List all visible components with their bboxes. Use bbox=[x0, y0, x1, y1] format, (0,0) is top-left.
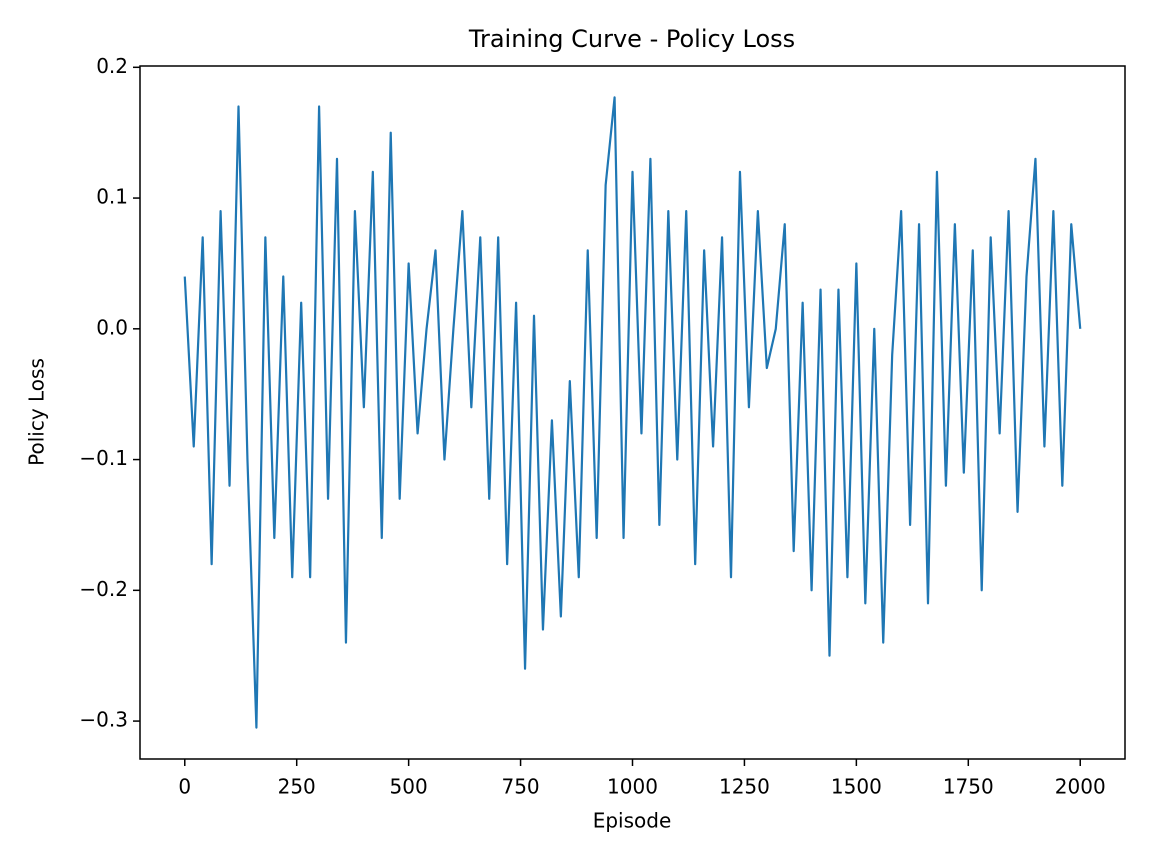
x-tick-label: 500 bbox=[390, 775, 428, 799]
y-tick-label: 0.0 bbox=[96, 315, 128, 339]
x-tick-label: 2000 bbox=[1055, 775, 1106, 799]
x-tick-label: 1500 bbox=[831, 775, 882, 799]
y-tick-label: 0.2 bbox=[96, 54, 128, 78]
x-axis-label: Episode bbox=[593, 809, 672, 833]
y-tick-label: −0.3 bbox=[79, 708, 128, 732]
data-line bbox=[183, 96, 1082, 729]
y-tick-label: 0.1 bbox=[96, 185, 128, 209]
x-tick-label: 1750 bbox=[943, 775, 994, 799]
x-tick-label: 250 bbox=[278, 775, 316, 799]
plot-frame bbox=[139, 65, 1126, 760]
chart-title: Training Curve - Policy Loss bbox=[468, 25, 795, 53]
x-tick-label: 750 bbox=[501, 775, 539, 799]
x-tick-label: 1000 bbox=[607, 775, 658, 799]
y-tick-label: −0.1 bbox=[79, 446, 128, 470]
x-tick-label: 1250 bbox=[719, 775, 770, 799]
x-tick-label: 0 bbox=[178, 775, 191, 799]
y-axis-label: Policy Loss bbox=[25, 358, 49, 466]
y-tick-label: −0.2 bbox=[79, 577, 128, 601]
